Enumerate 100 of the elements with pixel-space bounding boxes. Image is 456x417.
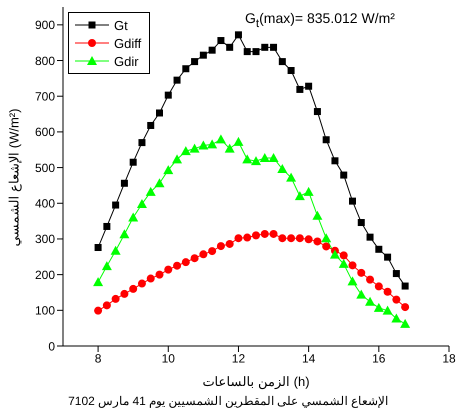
point	[94, 244, 102, 252]
y-axis-title: الإشعاع الشمسي (W/m²)	[6, 108, 23, 246]
point	[340, 172, 348, 179]
point	[138, 139, 146, 146]
point	[322, 136, 330, 144]
point	[156, 109, 163, 116]
point	[190, 254, 199, 262]
legend-label: Gt	[114, 18, 128, 32]
point	[305, 82, 312, 90]
point	[340, 251, 348, 260]
point	[330, 250, 340, 259]
x-tick-label: 10	[162, 352, 176, 366]
point	[304, 235, 313, 244]
point	[251, 156, 261, 166]
point	[338, 258, 349, 268]
point	[163, 165, 174, 174]
point	[392, 270, 400, 278]
point	[402, 282, 409, 290]
point	[233, 136, 244, 146]
point	[94, 306, 102, 315]
point	[112, 202, 120, 209]
point	[164, 92, 172, 99]
point	[288, 67, 295, 74]
point	[156, 270, 164, 279]
point	[374, 302, 384, 312]
x-tick-label: 16	[372, 352, 386, 366]
text: الإشعاع الشمسي على المقطرين الشمسيين يوم 41 مارس 7102	[67, 394, 389, 408]
y-tick-label: 400	[34, 196, 56, 211]
point	[103, 222, 110, 230]
x-tick-label: 18	[442, 352, 456, 366]
point	[190, 144, 200, 153]
point	[154, 178, 164, 188]
x-tick-label: 12	[232, 352, 246, 366]
point	[365, 296, 376, 306]
point	[348, 261, 356, 270]
point	[226, 240, 234, 248]
point	[382, 306, 393, 315]
point	[199, 250, 208, 258]
y-tick-label: 900	[34, 18, 56, 32]
x-tick-label: 8	[94, 352, 102, 366]
point	[384, 254, 392, 261]
annotation: G$_{t}$(max)= 835.012 W/m²	[245, 10, 395, 30]
point	[128, 212, 138, 222]
point	[366, 234, 374, 241]
point	[296, 234, 304, 242]
point	[252, 48, 260, 56]
point	[401, 303, 410, 312]
point	[277, 164, 288, 174]
y-tick-label: 800	[34, 54, 56, 68]
point	[286, 172, 296, 182]
legend-label: Gdir	[114, 54, 139, 68]
point	[268, 152, 279, 162]
point	[173, 262, 182, 270]
point	[270, 44, 278, 51]
point	[270, 230, 278, 238]
point	[391, 314, 402, 323]
point	[102, 261, 112, 270]
point	[234, 31, 242, 38]
point	[182, 65, 190, 72]
point	[182, 258, 190, 266]
y-tick-label: 100	[34, 304, 56, 318]
point	[244, 48, 251, 56]
point	[147, 122, 154, 129]
point	[120, 180, 128, 187]
point	[358, 219, 365, 226]
point	[191, 58, 198, 66]
point	[374, 282, 383, 290]
point	[198, 140, 208, 150]
point	[348, 276, 358, 286]
point	[313, 237, 322, 246]
point	[294, 191, 305, 200]
point	[119, 229, 130, 238]
point	[296, 86, 304, 93]
point	[207, 139, 218, 148]
point	[102, 301, 111, 310]
point	[208, 46, 216, 54]
point	[357, 268, 366, 277]
point	[349, 198, 356, 205]
point	[260, 230, 269, 238]
point	[400, 318, 410, 328]
point	[260, 152, 270, 162]
y-tick-label: 600	[34, 125, 56, 140]
point	[314, 108, 321, 116]
point	[252, 231, 260, 240]
point	[226, 44, 234, 51]
y-tick-label: 700	[34, 89, 56, 104]
point	[217, 37, 224, 44]
point	[304, 186, 314, 196]
point	[243, 234, 252, 242]
point	[112, 294, 120, 303]
point	[322, 242, 330, 250]
point	[356, 290, 366, 299]
point	[312, 210, 322, 220]
point	[366, 276, 374, 284]
point	[130, 158, 137, 166]
point	[384, 288, 392, 296]
y-tick-label: 500	[34, 160, 56, 175]
point	[331, 157, 338, 164]
point	[180, 146, 191, 156]
x-axis-title: الزمن بالساعات (h)	[202, 374, 310, 390]
